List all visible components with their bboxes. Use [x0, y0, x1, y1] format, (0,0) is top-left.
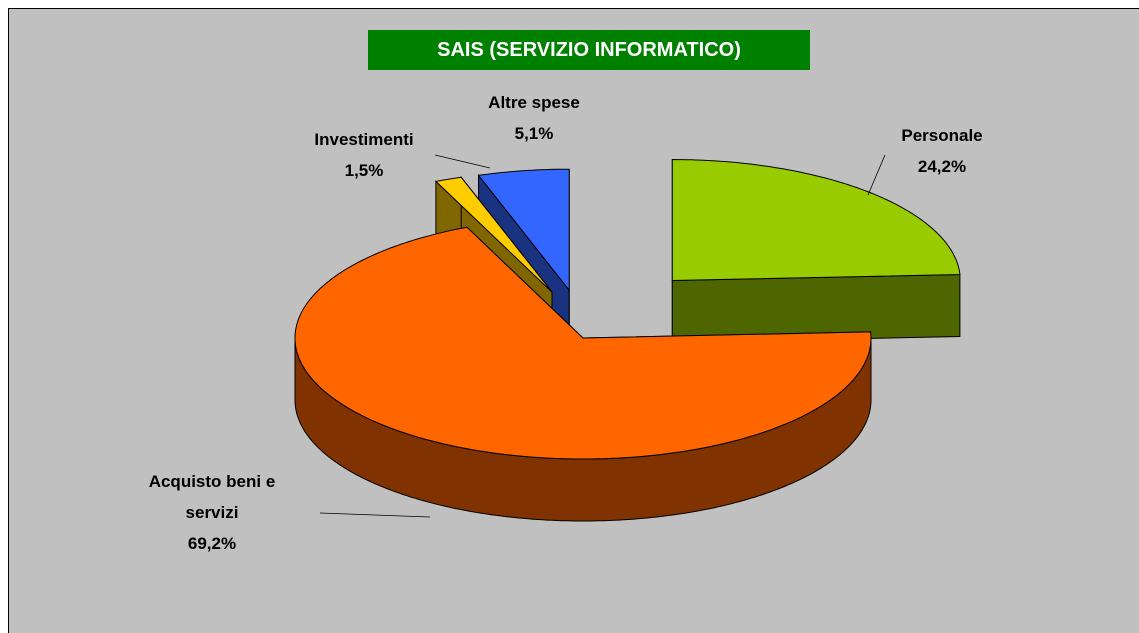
slice-label: Personale 24,2%: [901, 120, 982, 182]
value-label: 5,1%: [514, 124, 554, 143]
slice-label: Investimenti 1,5%: [314, 124, 413, 186]
slice-label: Acquisto beni e servizi 69,2%: [125, 466, 300, 559]
chart-title: SAIS (SERVIZIO INFORMATICO): [368, 30, 810, 70]
slice: [671, 158, 961, 282]
pie: [294, 158, 961, 522]
value-label: 1,5%: [344, 161, 384, 180]
slice: [434, 176, 553, 293]
slice-label: Altre spese 5,1%: [488, 87, 580, 149]
slice: [477, 168, 570, 292]
category-label: Altre spese: [488, 93, 580, 112]
value-label: 24,2%: [917, 157, 967, 176]
slice-side: [671, 273, 961, 344]
category-label: Acquisto beni e servizi: [148, 472, 276, 522]
category-label: Investimenti: [314, 130, 414, 149]
leader-line: [867, 154, 886, 196]
value-label: 69,2%: [187, 534, 237, 553]
leader-line: [319, 512, 431, 518]
category-label: Personale: [901, 126, 983, 145]
leader-line: [434, 154, 491, 169]
slice: [294, 226, 872, 460]
